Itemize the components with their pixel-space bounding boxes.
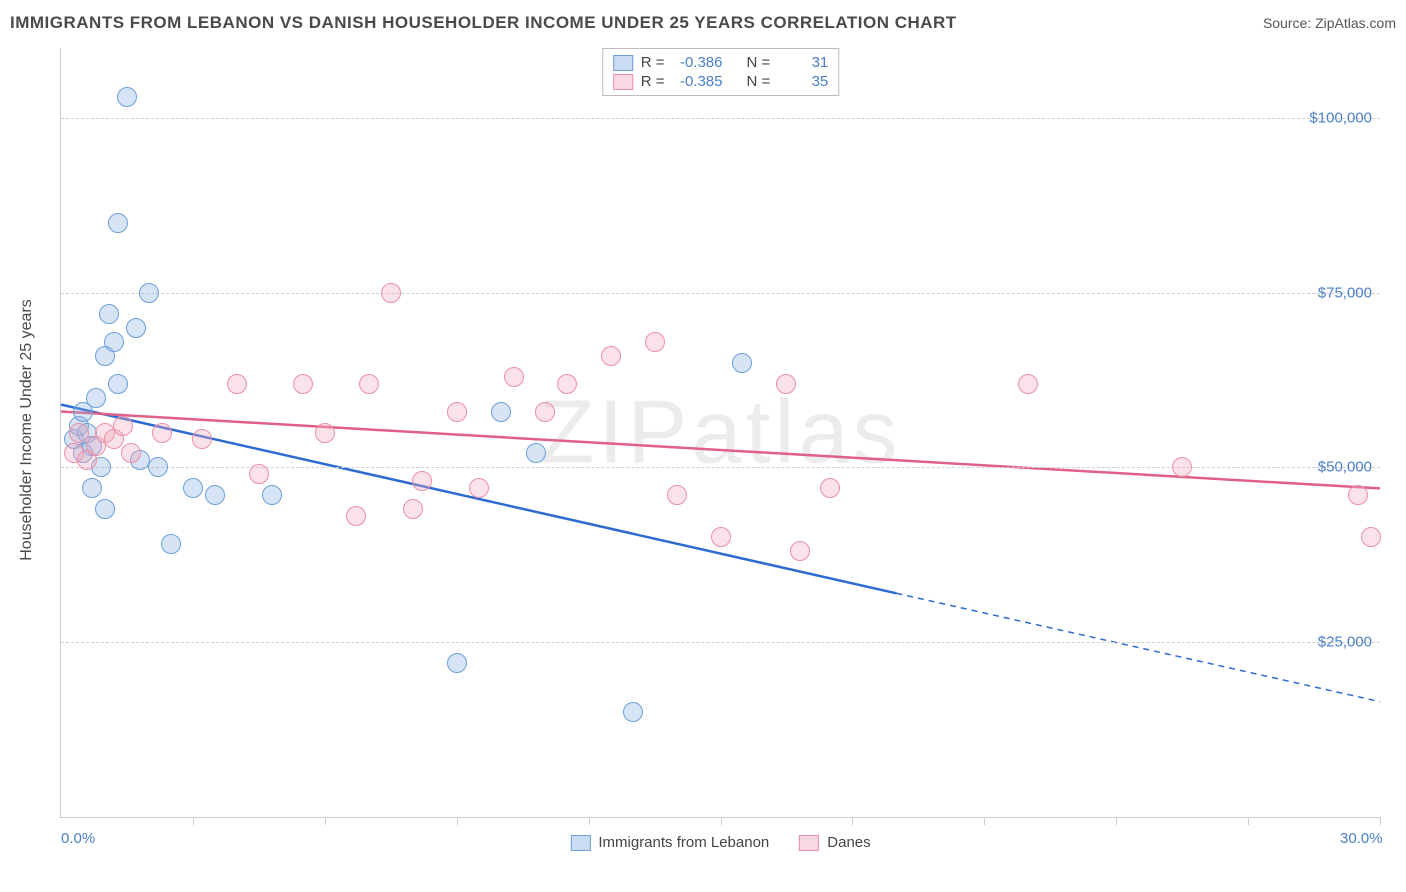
legend-r-label: R = [641,73,665,90]
data-point [69,423,89,443]
legend-r-label: R = [641,54,665,71]
chart-title: IMMIGRANTS FROM LEBANON VS DANISH HOUSEH… [10,13,957,33]
data-point [412,471,432,491]
y-tick-label: $25,000 [1318,634,1372,651]
swatch-danes-icon [799,835,819,851]
watermark-text: ZIPatlas [539,381,901,484]
gridline [61,642,1380,643]
y-tick-label: $75,000 [1318,284,1372,301]
legend-label-lebanon: Immigrants from Lebanon [598,834,769,851]
data-point [262,485,282,505]
data-point [139,283,159,303]
chart-container: IMMIGRANTS FROM LEBANON VS DANISH HOUSEH… [0,0,1406,892]
data-point [645,332,665,352]
data-point [121,443,141,463]
data-point [504,367,524,387]
swatch-lebanon-icon [613,55,633,71]
data-point [776,374,796,394]
legend-r-value-danes: -0.385 [673,73,723,90]
data-point [732,353,752,373]
data-point [790,541,810,561]
swatch-danes-icon [613,74,633,90]
data-point [557,374,577,394]
legend-n-label: N = [747,54,771,71]
trend-lines-svg [61,48,1380,817]
x-tick [457,817,458,825]
x-tick [589,817,590,825]
data-point [183,478,203,498]
trend-line [61,405,896,594]
data-point [447,653,467,673]
data-point [152,423,172,443]
legend-row-danes: R = -0.385 N = 35 [613,72,829,91]
legend-item-lebanon: Immigrants from Lebanon [570,834,769,851]
legend-n-label: N = [747,73,771,90]
legend-n-value-lebanon: 31 [778,54,828,71]
data-point [1361,527,1381,547]
y-axis-title: Householder Income Under 25 years [18,299,36,560]
legend-item-danes: Danes [799,834,870,851]
data-point [104,332,124,352]
data-point [1348,485,1368,505]
data-point [148,457,168,477]
data-point [667,485,687,505]
data-point [249,464,269,484]
data-point [95,499,115,519]
data-point [381,283,401,303]
data-point [86,388,106,408]
x-tick [193,817,194,825]
data-point [117,87,137,107]
data-point [205,485,225,505]
data-point [820,478,840,498]
data-point [346,506,366,526]
data-point [359,374,379,394]
series-legend: Immigrants from Lebanon Danes [570,834,870,851]
plot-area: ZIPatlas R = -0.386 N = 31 R = -0.385 N … [60,48,1380,818]
gridline [61,118,1380,119]
x-tick [721,817,722,825]
data-point [108,374,128,394]
data-point [1018,374,1038,394]
legend-r-value-lebanon: -0.386 [673,54,723,71]
y-tick-label: $50,000 [1318,459,1372,476]
x-axis-label: 0.0% [61,830,95,847]
legend-n-value-danes: 35 [778,73,828,90]
source-label: Source: ZipAtlas.com [1263,15,1396,31]
data-point [99,304,119,324]
data-point [447,402,467,422]
data-point [526,443,546,463]
x-tick [325,817,326,825]
correlation-legend: R = -0.386 N = 31 R = -0.385 N = 35 [602,48,840,96]
x-tick [1248,817,1249,825]
x-tick [1116,817,1117,825]
data-point [126,318,146,338]
data-point [491,402,511,422]
data-point [601,346,621,366]
x-tick [1380,817,1381,825]
trend-line-extrapolated [896,593,1380,701]
x-tick [984,817,985,825]
data-point [315,423,335,443]
data-point [469,478,489,498]
data-point [403,499,423,519]
data-point [161,534,181,554]
legend-row-lebanon: R = -0.386 N = 31 [613,53,829,72]
data-point [535,402,555,422]
data-point [192,429,212,449]
data-point [293,374,313,394]
data-point [1172,457,1192,477]
data-point [82,478,102,498]
data-point [108,213,128,233]
x-axis-label: 30.0% [1340,830,1383,847]
title-bar: IMMIGRANTS FROM LEBANON VS DANISH HOUSEH… [10,8,1396,38]
data-point [623,702,643,722]
data-point [113,416,133,436]
gridline [61,293,1380,294]
y-tick-label: $100,000 [1309,109,1372,126]
x-tick [852,817,853,825]
data-point [711,527,731,547]
legend-label-danes: Danes [827,834,870,851]
data-point [227,374,247,394]
swatch-lebanon-icon [570,835,590,851]
